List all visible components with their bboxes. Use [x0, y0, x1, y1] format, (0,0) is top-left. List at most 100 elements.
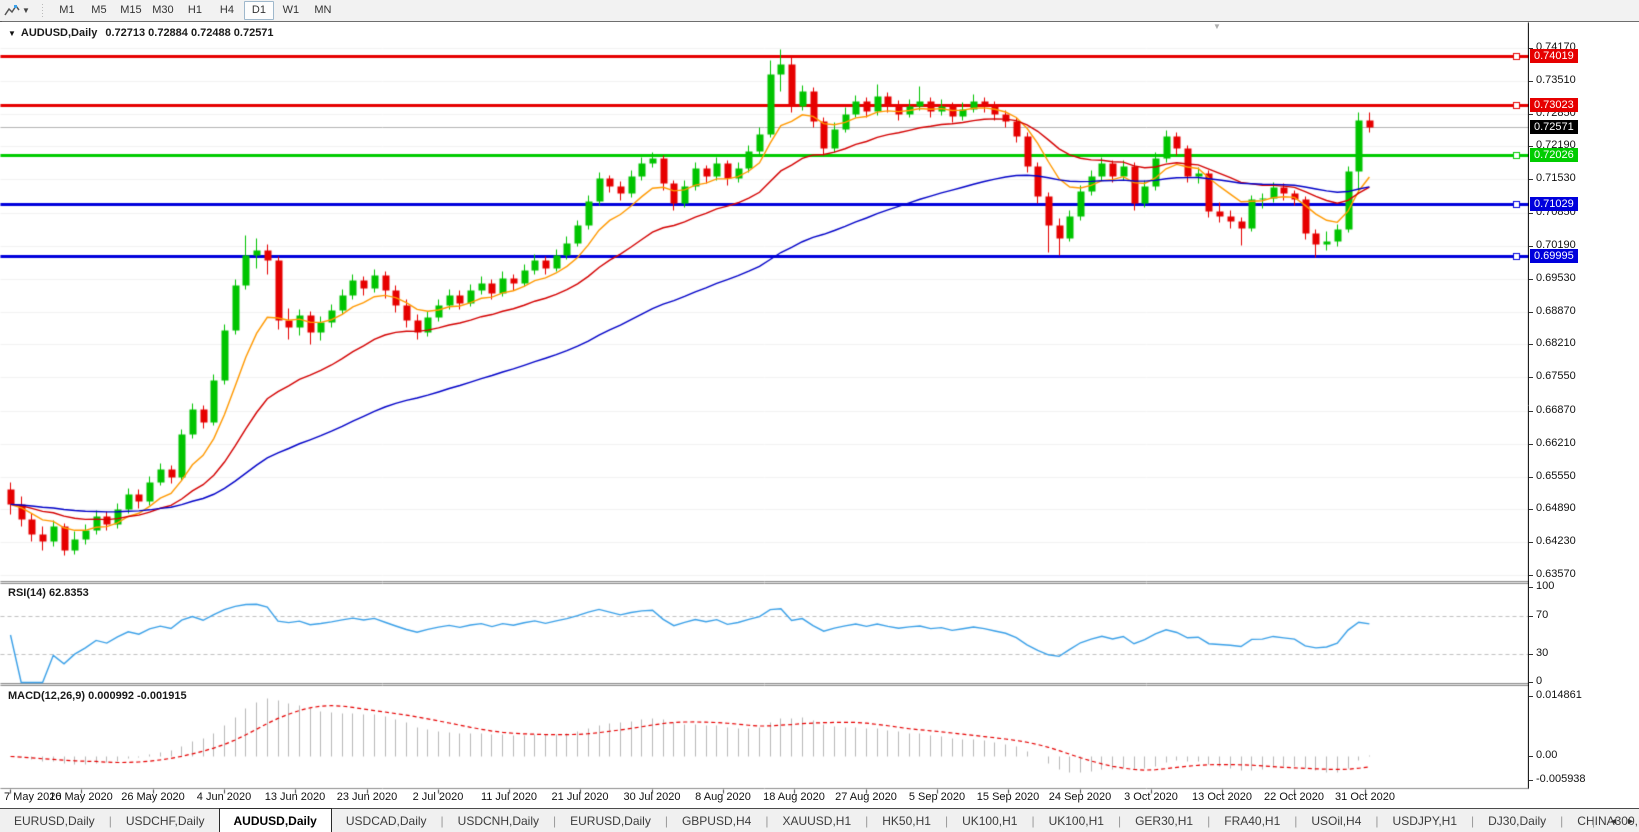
- tab-separator: |: [1031, 814, 1035, 828]
- date-label: 2 Jul 2020: [412, 791, 464, 803]
- tf-button-h1[interactable]: H1: [187, 4, 202, 16]
- price-tick-label: 0.66210: [1536, 437, 1576, 449]
- tab-scroll-right-icon[interactable]: ►: [1626, 816, 1635, 826]
- chart-window-border: [0, 21, 1639, 22]
- tab-item-usdchf-daily[interactable]: USDCHF,Daily: [125, 814, 205, 828]
- chart-tool-button[interactable]: ▼: [0, 0, 34, 21]
- tf-button-h4[interactable]: H4: [219, 4, 234, 16]
- tab-separator: |: [664, 814, 668, 828]
- date-label: 13 Oct 2020: [1192, 791, 1252, 803]
- date-label: 18 Aug 2020: [763, 791, 825, 803]
- axis-tick-mark: [1529, 48, 1533, 49]
- axis-tick-mark: [1529, 444, 1533, 445]
- axis-tick-mark: [1529, 587, 1533, 588]
- level-badge-0.71029: 0.71029: [1530, 197, 1578, 211]
- tf-button-m5[interactable]: M5: [91, 4, 107, 16]
- tab-scroll-left-icon[interactable]: ◄: [1609, 816, 1619, 826]
- axis-tick-mark: [1529, 312, 1533, 313]
- price-axis[interactable]: 0.74170 0.73510 0.72850 0.72190 0.71530 0.708…: [1529, 22, 1639, 808]
- chart-shift-marker-icon[interactable]: ▼: [1213, 22, 1221, 31]
- tab-item-usdcnh-daily[interactable]: USDCNH,Daily: [457, 814, 540, 828]
- tab-separator: |: [553, 814, 557, 828]
- rsi-axis-label: 100: [1536, 580, 1555, 592]
- chevron-down-icon[interactable]: ▼: [22, 6, 30, 15]
- tab-separator: |: [1592, 814, 1596, 828]
- axis-tick-mark: [1529, 682, 1533, 683]
- axis-tick-mark: [1529, 179, 1533, 180]
- tab-item-ger30-h1[interactable]: GER30,H1: [1135, 814, 1194, 828]
- level-badge-0.73023: 0.73023: [1530, 98, 1578, 112]
- date-label: 23 Jun 2020: [336, 791, 398, 803]
- chart-canvas[interactable]: [0, 22, 1529, 808]
- tab-item-usdjpy-h1[interactable]: USDJPY,H1: [1392, 814, 1458, 828]
- tab-separator: |: [944, 814, 949, 828]
- date-label: 24 Sep 2020: [1048, 791, 1112, 803]
- axis-tick-mark: [1529, 146, 1533, 147]
- tab-separator: |: [1117, 814, 1122, 828]
- tab-item-eurusd-daily[interactable]: EURUSD,Daily: [570, 814, 651, 828]
- tf-button-m1[interactable]: M1: [59, 4, 75, 16]
- tab-item-china300-h1[interactable]: CHINA300,H1: [1577, 814, 1639, 828]
- line-chart-icon: [4, 4, 20, 18]
- axis-tick-mark: [1529, 756, 1533, 757]
- date-label: 4 Jun 2020: [196, 791, 252, 803]
- rsi-axis-label: 70: [1536, 609, 1549, 621]
- date-label: 7 May 2020: [4, 791, 62, 803]
- date-label: 16 May 2020: [49, 791, 113, 803]
- tab-item-eurusd-daily[interactable]: EURUSD,Daily: [14, 814, 95, 828]
- tf-button-w1[interactable]: W1: [282, 4, 300, 16]
- date-label: 21 Jul 2020: [551, 791, 609, 803]
- tab-item-dj30-daily[interactable]: DJ30,Daily: [1488, 814, 1547, 828]
- tab-item-fra40-h1[interactable]: FRA40,H1: [1224, 814, 1281, 828]
- tab-separator: |: [108, 814, 112, 828]
- timeframe-buttons: M1 M5 M15 M30 H1 H4 D1 W1 MN: [51, 1, 339, 20]
- date-label: 15 Sep 2020: [976, 791, 1040, 803]
- date-label: 31 Oct 2020: [1335, 791, 1395, 803]
- collapse-icon[interactable]: ▼: [8, 29, 16, 38]
- tf-button-m30[interactable]: M30: [152, 4, 174, 16]
- price-tick-label: 0.63570: [1536, 568, 1576, 580]
- tf-button-m15[interactable]: M15: [120, 4, 142, 16]
- date-label: 11 Jul 2020: [480, 791, 538, 803]
- tf-button-mn[interactable]: MN: [314, 4, 332, 16]
- axis-tick-mark: [1529, 81, 1533, 82]
- toolbar-grip-handle[interactable]: [39, 3, 45, 18]
- date-label: 8 Aug 2020: [695, 791, 751, 803]
- tab-separator: |: [765, 814, 769, 828]
- level-badge-0.72026: 0.72026: [1530, 148, 1578, 162]
- axis-tick-mark: [1529, 114, 1533, 115]
- date-label: 5 Sep 2020: [908, 791, 966, 803]
- price-tick-label: 0.71530: [1536, 172, 1576, 184]
- tab-separator: |: [1560, 814, 1564, 828]
- macd-indicator-label: MACD(12,26,9) 0.000992 -0.001915: [8, 690, 187, 702]
- tab-separator: |: [865, 814, 869, 828]
- date-label: 26 May 2020: [121, 791, 185, 803]
- tabs-holder: EURUSD,Daily | USDCHF,Daily AUDUSD,Daily USD…: [0, 808, 1639, 832]
- tab-separator: |: [440, 814, 444, 828]
- axis-tick-mark: [1529, 542, 1533, 543]
- price-tick-label: 0.68870: [1536, 305, 1576, 317]
- tab-item-gbpusd-h4[interactable]: GBPUSD,H4: [681, 814, 752, 828]
- axis-tick-mark: [1529, 616, 1533, 617]
- tf-button-d1[interactable]: D1: [243, 1, 274, 20]
- timeframe-toolbar: ▼ M1 M5 M15 M30 H1 H4 D1 W1 MN: [0, 0, 1639, 22]
- tab-item-usdcad-daily[interactable]: USDCAD,Daily: [345, 814, 427, 828]
- macd-axis-label: 0.014861: [1536, 689, 1582, 701]
- tab-item-audusd-daily[interactable]: AUDUSD,Daily: [218, 808, 332, 832]
- tab-separator: |: [1207, 814, 1211, 828]
- tab-scroll-arrows: | ◄ ►: [1592, 809, 1635, 832]
- chart-symbol-label: AUDUSD,Daily: [20, 27, 98, 39]
- tab-item-xauusd-h1[interactable]: XAUUSD,H1: [782, 814, 852, 828]
- tab-item-uk100-h1[interactable]: UK100,H1: [962, 814, 1018, 828]
- price-tick-label: 0.73510: [1536, 74, 1576, 86]
- chart-title: ▼ AUDUSD,Daily 0.72713 0.72884 0.72488 0.7…: [8, 27, 274, 39]
- tab-item-usoil-h4[interactable]: USOil,H4: [1311, 814, 1362, 828]
- price-tick-label: 0.64890: [1536, 502, 1576, 514]
- price-tick-label: 0.66870: [1536, 404, 1576, 416]
- axis-tick-mark: [1529, 477, 1533, 478]
- axis-tick-mark: [1529, 279, 1533, 280]
- tab-item-uk100-h1[interactable]: UK100,H1: [1048, 814, 1104, 828]
- price-tick-label: 0.68210: [1536, 337, 1576, 349]
- tab-item-hk50-h1[interactable]: HK50,H1: [882, 814, 931, 828]
